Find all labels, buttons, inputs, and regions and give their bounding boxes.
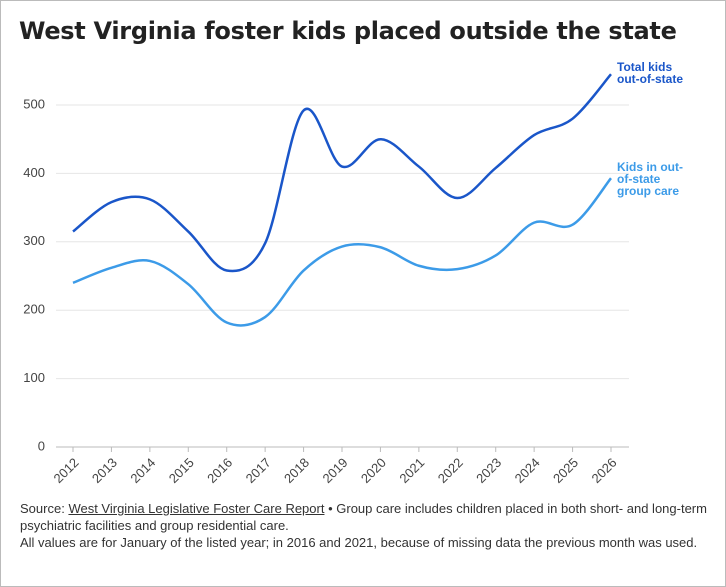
x-tick-label: 2017: [243, 455, 274, 486]
x-tick-label: 2012: [50, 455, 81, 486]
note: • Group care includes children placed in…: [20, 501, 707, 533]
line: [72, 73, 612, 273]
series-label: Total kids out-of-state: [617, 60, 683, 87]
x-tick-label: 2020: [358, 455, 389, 486]
x-tick-label: 2022: [435, 455, 466, 486]
x-tick-label: 2018: [281, 455, 312, 486]
source-label: Source:: [20, 501, 65, 516]
note2: All values are for January of the listed…: [20, 535, 698, 550]
series-label: Kids in out-of-state group care: [617, 160, 683, 199]
line: [72, 177, 612, 327]
x-tick-label: 2019: [319, 455, 350, 486]
y-tick-label: 100: [23, 370, 45, 385]
x-tick-label: 2021: [396, 455, 427, 486]
x-tick-label: 2016: [204, 455, 235, 486]
x-tick-label: 2014: [127, 455, 158, 486]
chart-title: West Virginia foster kids placed outside…: [19, 17, 677, 45]
y-tick-label: 400: [23, 165, 45, 180]
x-tick-label: 2013: [89, 455, 120, 486]
y-tick-label: 300: [23, 233, 45, 248]
x-tick-label: 2024: [512, 455, 543, 486]
y-tick-label: 500: [23, 96, 45, 111]
x-tick-label: 2025: [550, 455, 581, 486]
footer: Source: West Virginia Legislative Foster…: [20, 500, 710, 551]
source-line: Source: West Virginia Legislative Foster…: [20, 500, 710, 534]
x-tick-label: 2023: [473, 455, 504, 486]
x-tick-label: 2026: [588, 455, 619, 486]
x-tick-label: 2015: [166, 455, 197, 486]
y-tick-label: 200: [23, 302, 45, 317]
source-link[interactable]: West Virginia Legislative Foster Care Re…: [68, 501, 325, 516]
y-tick-label: 0: [38, 438, 45, 453]
chart: 0 100 200 300 400 500 2012 2013 2014 2015 2016 2017…: [23, 73, 629, 486]
